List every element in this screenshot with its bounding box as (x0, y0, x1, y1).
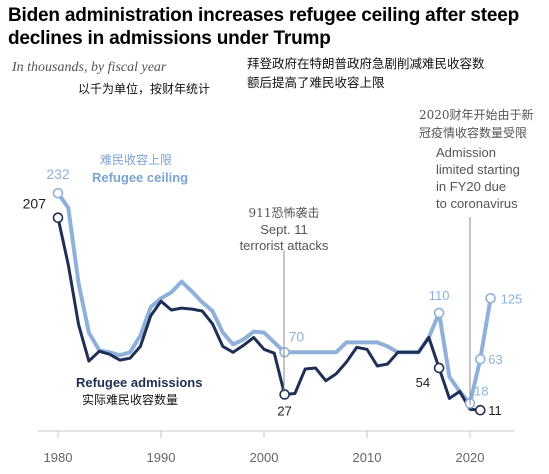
covid-label-line4: to coronavirus (436, 196, 518, 211)
data-label: 70 (289, 328, 305, 344)
data-label: 11 (488, 403, 502, 418)
data-point (279, 389, 290, 400)
data-point (52, 187, 64, 199)
sept11-label-line2: terrorist attacks (240, 238, 329, 253)
data-label: 125 (501, 291, 523, 306)
data-point (433, 307, 445, 319)
covid-label-line3: in FY20 due (436, 179, 506, 194)
data-label: 232 (46, 166, 70, 182)
x-tick-label: 1990 (147, 450, 176, 465)
data-point (433, 362, 445, 374)
chart-title-zh: 拜登政府在特朗普政府急剧削减难民收容数额后提高了难民收容上限 (247, 56, 485, 90)
ceiling-series-label-zh: 难民收容上限 (100, 152, 172, 167)
data-label: 63 (488, 352, 502, 367)
covid-label-zh-line2: 冠疫情收容数量受限 (419, 125, 527, 140)
chart-subtitle-zh: 以千为单位，按财年统计 (78, 82, 211, 96)
x-axis: 1980 1990 2000 2010 2020 (38, 430, 515, 465)
sept11-label-line1: Sept. 11 (260, 222, 307, 237)
data-points (52, 187, 496, 416)
covid-label-line1: Admission (436, 145, 496, 160)
chart-subtitle: In thousands, by fiscal year (12, 60, 167, 75)
data-label: 110 (429, 288, 450, 303)
data-label: 27 (277, 403, 291, 418)
data-point (279, 346, 290, 358)
data-label: 18 (474, 383, 488, 398)
admissions-series-label-zh: 实际难民收容数量 (82, 392, 178, 407)
x-tick-label: 1980 (44, 450, 73, 465)
covid-label-zh-line1: 2020财年开始由于新 (419, 107, 534, 122)
data-point (474, 404, 486, 416)
data-label: 54 (416, 375, 430, 390)
sept11-label-zh: 911恐怖袭击 (249, 205, 320, 220)
data-point (485, 292, 496, 304)
covid-label-line2: limited starting (436, 162, 520, 177)
data-point (474, 353, 486, 365)
admissions-line (56, 216, 482, 412)
chart-title: Biden administration increases refugee c… (8, 5, 520, 49)
data-point (52, 212, 64, 224)
series-lines (56, 191, 493, 412)
admissions-series-label: Refugee admissions (76, 375, 202, 390)
ceiling-series-label: Refugee ceiling (92, 170, 188, 185)
x-tick-label: 2000 (250, 450, 279, 465)
data-label: 207 (23, 196, 47, 212)
x-tick-label: 2020 (456, 450, 485, 465)
x-tick-label: 2010 (353, 450, 382, 465)
